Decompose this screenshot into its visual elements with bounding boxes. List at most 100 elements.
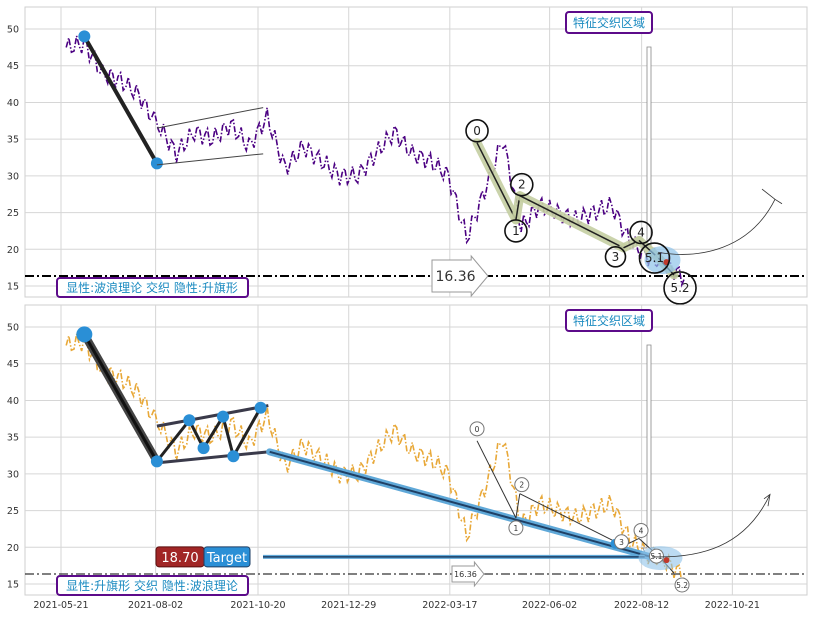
target-label: Target bbox=[206, 551, 247, 566]
flag-pole-line bbox=[83, 333, 159, 463]
y-tick-label: 30 bbox=[7, 171, 19, 182]
projection-arrowhead bbox=[761, 188, 783, 205]
target-zone-ellipse bbox=[644, 246, 681, 275]
x-tick-label: 2022-06-02 bbox=[522, 600, 577, 611]
y-tick-label: 40 bbox=[7, 98, 19, 109]
flag-point-marker bbox=[197, 442, 210, 455]
flag-zigzag-segment bbox=[202, 415, 225, 449]
x-tick-label: 2022-10-21 bbox=[705, 600, 760, 611]
y-tick-label: 25 bbox=[7, 506, 19, 517]
wave-label: 5.2 bbox=[670, 281, 689, 295]
y-tick-label: 45 bbox=[7, 359, 19, 370]
wave-label-circle bbox=[663, 271, 697, 305]
wave-segment bbox=[476, 142, 517, 221]
wave-label-circle bbox=[638, 242, 671, 274]
wave-label-circle bbox=[514, 477, 530, 493]
support-value-label: 16.36 bbox=[454, 570, 477, 579]
projection-curve bbox=[657, 199, 776, 255]
wave-label-circle bbox=[604, 246, 627, 268]
wave-label-circle bbox=[508, 520, 524, 536]
y-tick-label: 35 bbox=[7, 135, 19, 146]
wave-label-circle bbox=[613, 534, 629, 550]
x-tick-label: 2022-03-17 bbox=[422, 600, 477, 611]
wave-label: 1 bbox=[514, 524, 519, 533]
wave-label: 0 bbox=[475, 425, 480, 434]
wave-label: 5.1 bbox=[645, 251, 664, 265]
flag-point-marker bbox=[76, 326, 93, 343]
flag-point-marker bbox=[227, 450, 240, 463]
pole-point-marker bbox=[78, 30, 91, 43]
y-tick-label: 20 bbox=[7, 543, 19, 554]
wave-label-circle bbox=[469, 421, 485, 437]
flag-zigzag-segment bbox=[155, 419, 191, 463]
x-tick-label: 2022-08-12 bbox=[614, 600, 669, 611]
zone-label-box bbox=[565, 309, 653, 332]
y-tick-label: 15 bbox=[7, 281, 19, 292]
wave-label: 3 bbox=[619, 538, 624, 547]
wave-label: 2 bbox=[518, 178, 526, 192]
price-series-line bbox=[65, 34, 686, 288]
wave-segment bbox=[519, 195, 624, 249]
x-tick-label: 2021-05-21 bbox=[33, 600, 88, 611]
wave-label-circle bbox=[674, 577, 690, 593]
flag-pole-line bbox=[82, 35, 159, 165]
wave-label-circle bbox=[648, 548, 664, 564]
y-tick-label: 50 bbox=[7, 25, 19, 36]
wave-label: 4 bbox=[637, 225, 645, 239]
x-tick-label: 2021-08-02 bbox=[128, 600, 183, 611]
pole-point-marker bbox=[150, 157, 163, 170]
flag-point-marker bbox=[254, 401, 267, 414]
wave-segment bbox=[519, 493, 624, 547]
wave-label-circle bbox=[629, 220, 653, 245]
zone-label: 特征交织区域 bbox=[573, 313, 645, 328]
flag-channel-lower bbox=[156, 450, 269, 465]
trend-line bbox=[269, 450, 651, 558]
flag-zigzag-segment bbox=[221, 416, 235, 457]
price-series-line bbox=[65, 332, 686, 586]
y-tick-label: 15 bbox=[7, 579, 19, 590]
pattern-label-box bbox=[56, 277, 249, 298]
support-value-arrow bbox=[451, 560, 485, 588]
wave-label: 2 bbox=[519, 481, 524, 490]
target-label-box bbox=[203, 546, 251, 568]
support-value-label: 16.36 bbox=[435, 269, 475, 285]
x-tick-label: 2021-10-20 bbox=[230, 600, 285, 611]
projection-arrowhead bbox=[763, 493, 771, 507]
projection-curve bbox=[651, 494, 771, 558]
wave-label: 0 bbox=[473, 124, 481, 138]
y-tick-label: 50 bbox=[7, 323, 19, 334]
y-tick-label: 25 bbox=[7, 208, 19, 219]
flag-point-marker bbox=[183, 414, 196, 427]
wave-label-circle bbox=[633, 522, 649, 538]
y-tick-label: 40 bbox=[7, 396, 19, 407]
y-tick-label: 20 bbox=[7, 245, 19, 256]
plot-frame bbox=[24, 6, 808, 298]
y-tick-label: 30 bbox=[7, 469, 19, 480]
wave-label: 4 bbox=[639, 526, 644, 535]
wave-label: 3 bbox=[612, 250, 620, 264]
plot-frame bbox=[24, 304, 808, 596]
flag-channel-upper bbox=[156, 107, 264, 129]
pattern-label: 显性:波浪理论 交织 隐性:升旗形 bbox=[66, 280, 238, 295]
zone-label: 特征交织区域 bbox=[573, 15, 645, 30]
wave-label-circle bbox=[510, 172, 534, 197]
zone-label-box bbox=[565, 11, 653, 34]
flag-point-marker bbox=[150, 455, 163, 468]
y-tick-label: 35 bbox=[7, 433, 19, 444]
pattern-label: 显性:升旗形 交织 隐性:波浪理论 bbox=[66, 578, 238, 593]
flag-point-marker bbox=[217, 410, 230, 423]
flag-channel-lower bbox=[156, 153, 264, 166]
wave-label: 1 bbox=[512, 224, 520, 238]
y-tick-label: 45 bbox=[7, 61, 19, 72]
flag-channel-upper bbox=[156, 404, 269, 428]
wave-segment bbox=[476, 440, 517, 519]
target-value: 18.70 bbox=[161, 551, 198, 566]
wave-label-circle bbox=[504, 219, 528, 243]
wave-segment bbox=[515, 493, 521, 518]
x-tick-label: 2021-12-29 bbox=[321, 600, 376, 611]
target-zone-dot bbox=[663, 557, 670, 564]
